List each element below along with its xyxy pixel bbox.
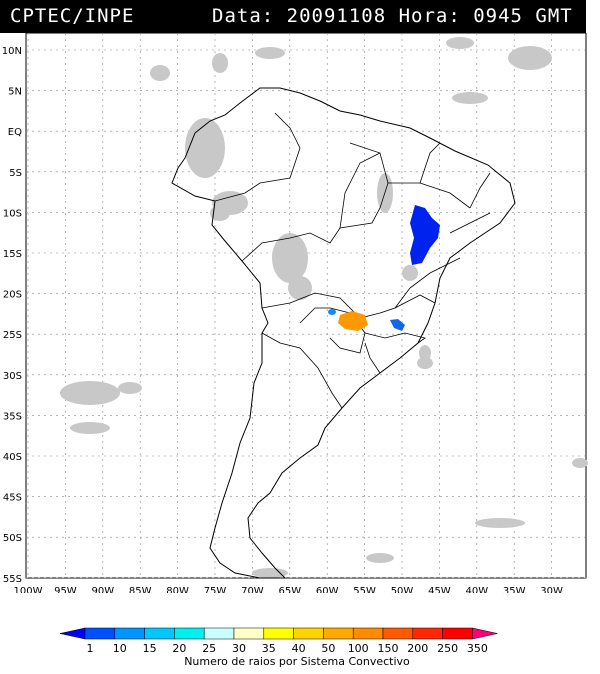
- lat-label: 15S: [3, 249, 22, 260]
- lon-label: 70W: [241, 586, 264, 593]
- lon-label: 45W: [428, 586, 451, 593]
- colorbar-label: 20: [172, 642, 186, 655]
- colorbar-cell: [382, 627, 414, 640]
- colorbar-cell: [352, 627, 384, 640]
- color-scale: 1 10 15 20 25 30 35 40 50 100 150 200 250 350 Numero …: [0, 624, 600, 670]
- lon-label: 100W: [14, 586, 43, 593]
- lon-label: 40W: [465, 586, 488, 593]
- lon-label: 65W: [278, 586, 301, 593]
- colorbar-label: 25: [202, 642, 216, 655]
- agency-label: CPTEC/INPE: [10, 5, 135, 27]
- lat-label: 40S: [3, 452, 22, 463]
- colorbar-cell: [412, 627, 443, 640]
- colorbar-cell: [84, 627, 116, 640]
- lon-label: 80W: [166, 586, 189, 593]
- colorbar-label: 100: [348, 642, 369, 655]
- title-bar: CPTEC/INPE Data: 20091108 Hora: 0945 GMT: [0, 0, 586, 33]
- colorbar-label: 350: [467, 642, 488, 655]
- lat-label: 45S: [3, 493, 22, 504]
- lon-label: 95W: [54, 586, 77, 593]
- map-panel[interactable]: 10N 5N EQ 5S 10S 15S 20S 25S 30S 35S 40S 45S 50S 55S …: [0, 32, 600, 597]
- datetime-label: Data: 20091108 Hora: 0945 GMT: [212, 5, 573, 27]
- lat-label: 25S: [3, 330, 22, 341]
- colorbar-cell: [293, 627, 324, 640]
- lat-label: 10N: [2, 46, 22, 57]
- colorbar-cell: [442, 627, 473, 640]
- colorbar-arrow-right: [472, 627, 498, 640]
- lightning-systems: [328, 205, 440, 331]
- lat-label: 55S: [3, 574, 22, 585]
- colorbar-caption: Numero de raios por Sistema Convectivo: [184, 655, 410, 668]
- colorbar-cell: [323, 627, 354, 640]
- colorbar-cell: [114, 627, 145, 640]
- lon-label: 35W: [503, 586, 526, 593]
- lon-label: 50W: [391, 586, 414, 593]
- country-borders: [214, 112, 491, 409]
- lat-label: 30S: [3, 371, 22, 382]
- map-frame: [25, 32, 587, 579]
- lon-label: 60W: [316, 586, 339, 593]
- colorbar-cell: [233, 627, 265, 640]
- colorbar-label: 250: [437, 642, 458, 655]
- lat-label: 10S: [3, 208, 22, 219]
- lat-label: 50S: [3, 533, 22, 544]
- colorbar-label: 15: [143, 642, 157, 655]
- colorbar-label: 35: [262, 642, 276, 655]
- lightning-cluster-paraguay-west: [328, 309, 336, 315]
- colorbar-label: 200: [407, 642, 428, 655]
- lat-label: 20S: [3, 290, 22, 301]
- lightning-cluster-paraguay: [338, 311, 368, 331]
- lon-label: 90W: [91, 586, 114, 593]
- lightning-cluster-bahia: [410, 205, 440, 265]
- lon-label: 30W: [540, 586, 563, 593]
- cloud-cover: [60, 37, 588, 578]
- latitude-labels: 10N 5N EQ 5S 10S 15S 20S 25S 30S 35S 40S 45S 50S 55S: [2, 46, 22, 585]
- lightning-map[interactable]: 10N5NEQ5S10S15S20S25S30S35S40S45S50S55S …: [0, 32, 600, 597]
- colorbar-label: 40: [292, 642, 306, 655]
- colorbar-cell: [263, 627, 294, 640]
- colorbar-label: 30: [232, 642, 246, 655]
- lon-label: 85W: [129, 586, 152, 593]
- colorbar-cell: [144, 627, 175, 640]
- lon-label: 75W: [204, 586, 227, 593]
- lon-label: 55W: [353, 586, 376, 593]
- colorbar-label: 1: [87, 642, 94, 655]
- colorbar-cell: [174, 627, 205, 640]
- colorbar-label: 10: [113, 642, 127, 655]
- lat-label: 5N: [8, 87, 22, 98]
- lat-label: EQ: [8, 127, 22, 138]
- colorbar-cell: [203, 627, 235, 640]
- lightning-cluster-saopaulo: [390, 319, 405, 331]
- colorbar-arrow-left: [59, 627, 86, 640]
- lat-label: 5S: [9, 168, 22, 179]
- south-america-coastline: [171, 87, 516, 579]
- colorbar-label: 50: [321, 642, 335, 655]
- lat-label: 35S: [3, 411, 22, 422]
- colorbar-label: 150: [378, 642, 399, 655]
- longitude-labels: 100W 95W 90W 85W 80W 75W 70W 65W 60W 55W 50W 45W 40W…: [14, 586, 564, 597]
